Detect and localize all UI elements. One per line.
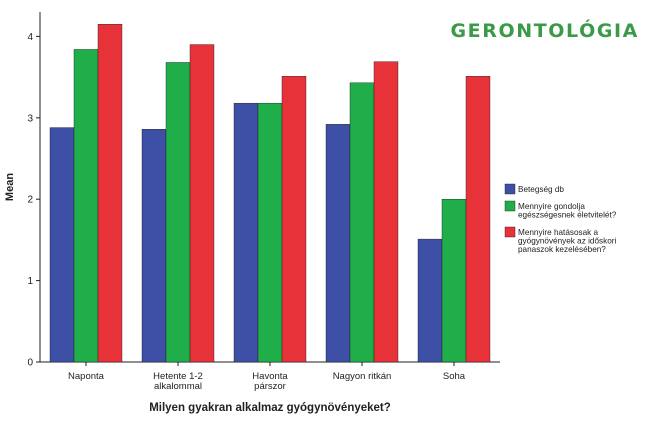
bar: [49, 127, 75, 363]
legend-label: Betegség db: [518, 185, 564, 194]
bar: [417, 238, 443, 363]
y-tick-label: 0: [27, 358, 33, 369]
legend-swatch: [504, 200, 516, 212]
bar: [257, 102, 283, 363]
y-tick-label: 1: [27, 276, 33, 287]
bar: [233, 102, 259, 363]
y-tick-label: 4: [27, 32, 33, 43]
x-tick-label: Naponta: [68, 371, 105, 382]
bar: [189, 44, 215, 363]
legend-label: Mennyire hatásosak a gyógynövények az idő…: [518, 228, 616, 254]
legend-swatch: [504, 183, 516, 195]
y-tick-label: 2: [27, 195, 33, 206]
x-tick-label: Havonta párszor: [252, 371, 288, 392]
y-axis-title: Mean: [4, 173, 16, 201]
bar: [97, 24, 123, 363]
bar: [373, 61, 399, 363]
x-axis-title: Milyen gyakran alkalmaz gyógynövényeket?: [149, 402, 391, 414]
header-title: GERONTOLÓGIA: [450, 20, 639, 42]
bar: [349, 82, 375, 363]
bar: [465, 76, 491, 363]
bar: [141, 129, 167, 363]
x-tick-label: Nagyon ritkán: [333, 371, 392, 382]
y-tick-label: 3: [27, 113, 33, 124]
bar: [165, 62, 191, 363]
x-tick-label: Soha: [443, 371, 466, 382]
bar: [73, 49, 99, 363]
bar: [441, 199, 467, 363]
x-tick-label: Hetente 1-2 alkalommal: [153, 371, 203, 392]
legend-label: Mennyire gondolja egészségesnek életvitel…: [518, 202, 617, 220]
legend-swatch: [504, 226, 516, 238]
bar: [325, 124, 351, 363]
bar: [281, 76, 307, 363]
